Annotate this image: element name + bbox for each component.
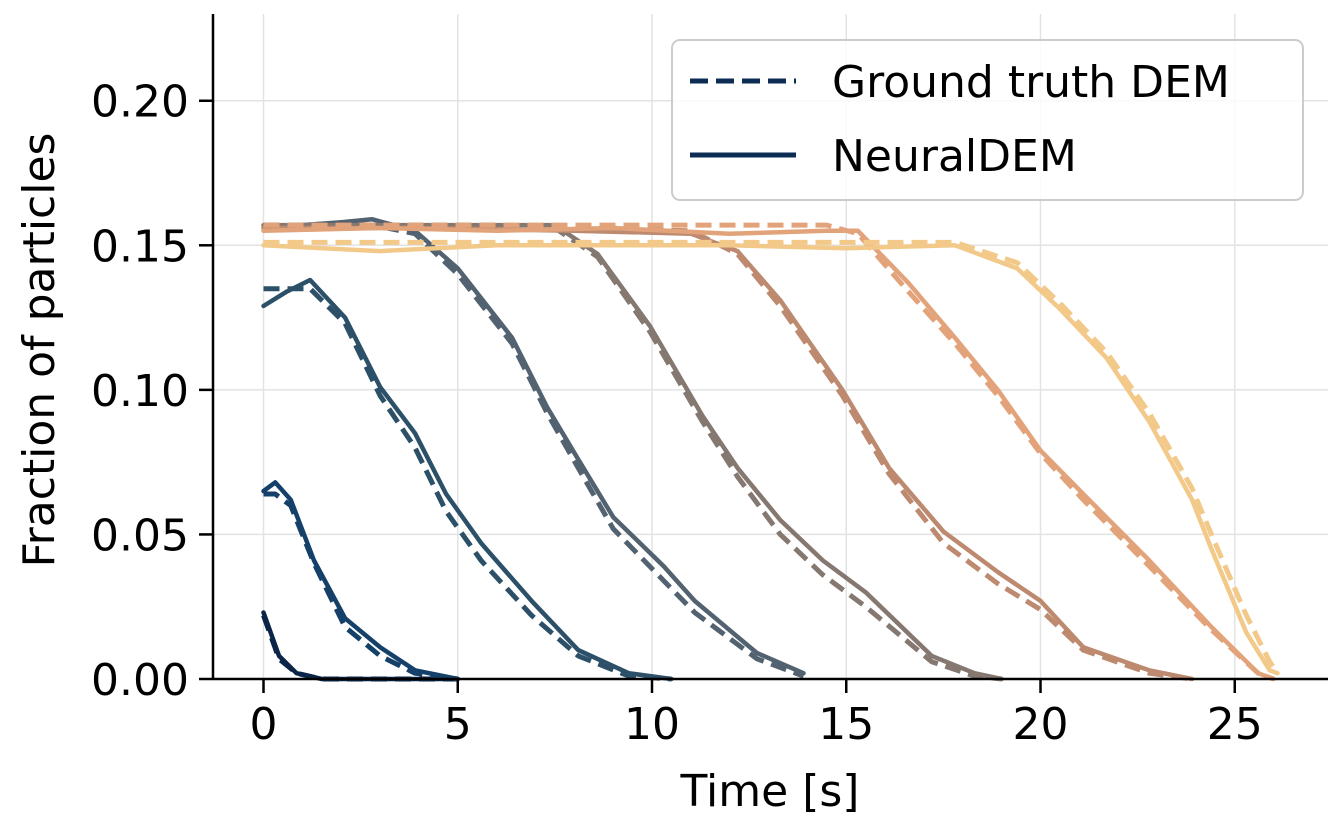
neuraldem-line-6	[261, 225, 1195, 682]
neuraldem-line-5	[261, 222, 1004, 682]
ground-truth-line-2	[263, 491, 459, 682]
x-tick-label: 5	[444, 699, 472, 750]
ground-truth-line-3	[263, 286, 672, 682]
neuraldem-line-1	[261, 610, 461, 682]
x-tick-label: 25	[1207, 699, 1263, 750]
y-axis-label: Fraction of particles	[14, 133, 65, 568]
y-tick-label: 0.05	[91, 510, 189, 561]
x-tick-label: 0	[250, 699, 278, 750]
neuraldem-line-3	[261, 277, 674, 682]
series-lines	[261, 217, 1280, 682]
neuraldem-line-4	[261, 217, 806, 676]
ground-truth-line-5	[263, 222, 1002, 682]
x-axis-label: Time [s]	[680, 766, 860, 817]
x-tick-label: 15	[818, 699, 874, 750]
y-tick-label: 0.10	[91, 366, 189, 417]
legend: Ground truth DEM NeuralDEM	[671, 39, 1304, 201]
ground-truth-line-7	[263, 222, 1275, 682]
y-tick-label: 0.15	[91, 221, 189, 272]
axes: 0 5 10 15 20 25 0.00 0.05 0.10 0.15 0.20	[91, 14, 1328, 750]
neuraldem-line-7	[261, 225, 1276, 682]
x-tick-label: 20	[1013, 699, 1069, 750]
y-tick-label: 0.20	[91, 77, 189, 128]
neuraldem-line-8	[261, 243, 1280, 676]
ground-truth-line-6	[263, 225, 1193, 682]
legend-label-neuraldem: NeuralDEM	[832, 131, 1077, 182]
legend-box	[671, 39, 1304, 201]
x-tick-label: 10	[624, 699, 680, 750]
y-tick-label: 0.00	[91, 655, 189, 706]
neuraldem-line-2	[261, 480, 461, 682]
legend-label-ground-truth: Ground truth DEM	[832, 57, 1230, 108]
ground-truth-line-8	[263, 239, 1280, 675]
ground-truth-line-4	[263, 222, 805, 679]
